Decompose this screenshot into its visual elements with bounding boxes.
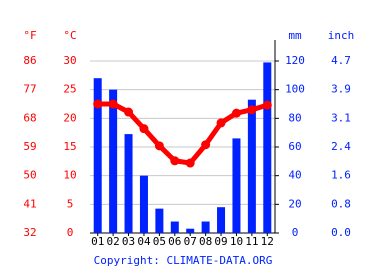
bar [93,78,102,233]
y2-tick-label-inch: 0.0 [331,226,351,239]
y2-tick-label: 100 [285,83,305,96]
y-tick-label: 15 [63,140,76,153]
temperature-point [201,140,211,150]
temperature-point [139,124,149,134]
y-tick-label: 20 [63,111,76,124]
x-tick-label: 11 [245,235,258,248]
bar [217,207,226,233]
y-tick-label-f: 77 [23,83,36,96]
x-tick-label: 03 [122,235,135,248]
x-tick-label: 10 [230,235,243,248]
unit-c: °C [63,29,76,42]
x-tick-label: 09 [214,235,227,248]
bar [263,62,272,233]
x-tick-label: 12 [261,235,274,248]
y-tick-label: 25 [63,83,76,96]
bar [232,138,241,233]
y2-tick-label: 40 [288,169,301,182]
x-tick-label: 02 [107,235,120,248]
temperature-point [185,158,195,168]
y-tick-label-f: 32 [23,226,36,239]
unit-inch: inch [328,29,355,42]
temperature-point [93,99,103,109]
bar [186,228,195,233]
y2-tick-label-inch: 3.9 [331,83,351,96]
y2-tick-label: 120 [285,54,305,67]
y-tick-label-f: 86 [23,54,36,67]
y2-tick-label-inch: 1.6 [331,169,351,182]
y-tick-label: 0 [67,226,74,239]
temperature-line [97,101,269,166]
temperature-point [108,99,118,109]
y-tick-label: 30 [63,54,76,67]
bar [201,221,210,233]
temperature-point [262,100,272,110]
y-tick-label: 10 [63,169,76,182]
y-tick-label-f: 41 [23,197,36,210]
x-tick-label: 01 [91,235,104,248]
x-tick-label: 07 [184,235,197,248]
y-tick-label-f: 50 [23,169,36,182]
y2-tick-label: 60 [288,140,301,153]
temperature-point [247,105,257,115]
temperature-point [216,118,226,128]
y2-tick-label: 0 [292,226,299,239]
bar [124,134,133,233]
temperature-point [154,141,164,151]
unit-mm: mm [288,29,302,42]
y2-tick-label: 80 [288,111,301,124]
temperature-point [170,156,180,166]
y-tick-label: 5 [67,197,74,210]
y2-tick-label-inch: 3.1 [331,111,351,124]
y2-tick-label-inch: 0.8 [331,197,351,210]
bar [139,175,148,233]
copyright: Copyright: CLIMATE-DATA.ORG [94,254,273,267]
y-tick-label-f: 59 [23,140,36,153]
x-tick-label: 06 [168,235,181,248]
temperature-point [124,107,134,117]
y2-tick-label-inch: 4.7 [331,54,351,67]
bar [155,208,164,233]
bar [170,221,179,233]
y2-tick-label-inch: 2.4 [331,140,351,153]
y-tick-label-f: 68 [23,111,36,124]
bar [109,89,118,234]
x-tick-label: 05 [153,235,166,248]
x-tick-label: 04 [137,235,151,248]
x-tick-label: 08 [199,235,212,248]
unit-f: °F [23,29,36,42]
y2-tick-label: 20 [288,197,301,210]
temperature-point [231,108,241,118]
bar [247,99,256,233]
